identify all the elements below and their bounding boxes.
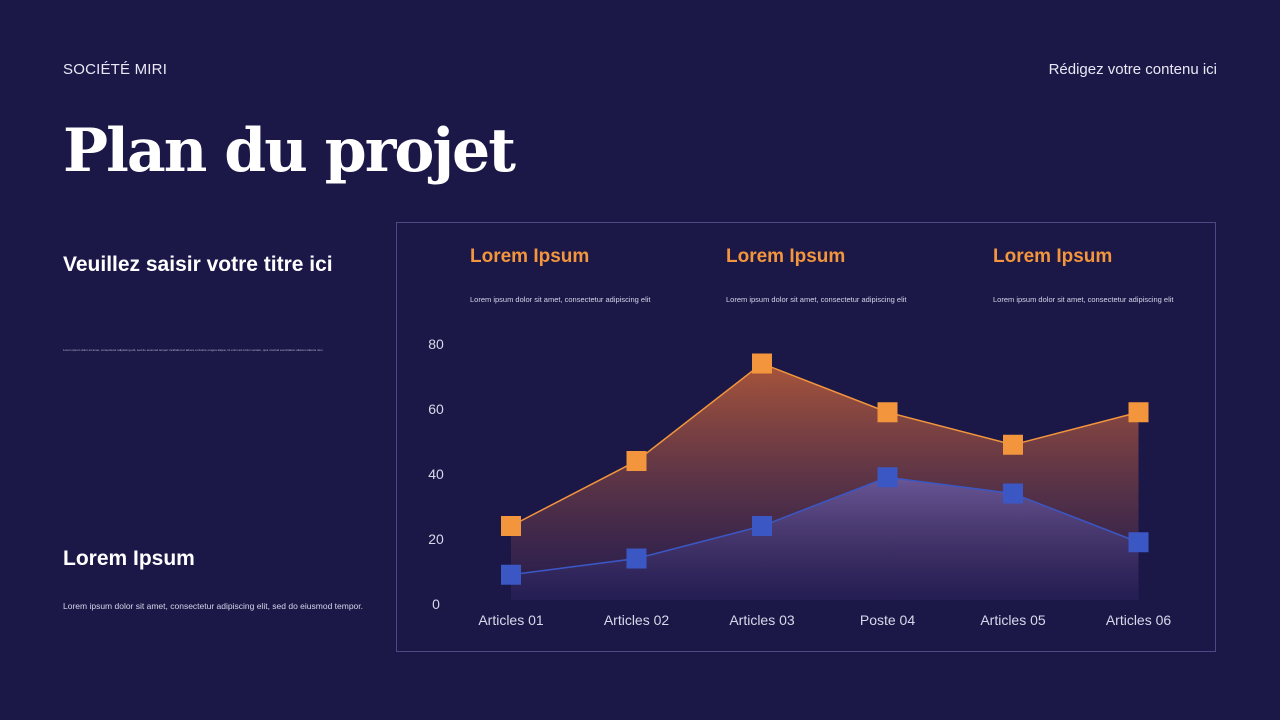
data-point-s2-2 — [626, 548, 647, 569]
section-body: Lorem ipsum dolor sit amet, consectetur … — [63, 601, 364, 611]
body-text-small: Lorem ipsum dolor sit amet, consectetur … — [63, 348, 323, 352]
data-point-s2-6 — [1128, 532, 1149, 553]
data-point-s2-5 — [1003, 483, 1023, 504]
y-tick-label: 40 — [428, 466, 444, 482]
data-point-s1-3 — [752, 353, 772, 374]
data-point-s2-1 — [501, 564, 521, 585]
data-point-s2-4 — [877, 467, 898, 488]
subtitle: Veuillez saisir votre titre ici — [63, 253, 333, 276]
x-tick-label: Articles 06 — [1106, 612, 1172, 628]
data-point-s1-4 — [877, 402, 898, 423]
x-tick-label: Articles 01 — [478, 612, 544, 628]
data-point-s1-2 — [626, 451, 647, 471]
page-title: Plan du projet — [63, 116, 516, 186]
y-tick-label: 0 — [432, 596, 440, 612]
data-point-s2-3 — [752, 516, 772, 536]
chart-panel: Lorem Ipsum Lorem ipsum dolor sit amet, … — [396, 222, 1216, 652]
panel-header-title-3: Lorem Ipsum — [993, 246, 1113, 267]
panel-header-title-1: Lorem Ipsum — [470, 246, 590, 267]
data-point-s1-6 — [1128, 402, 1149, 423]
y-tick-label: 80 — [428, 336, 444, 352]
y-tick-label: 20 — [428, 531, 444, 547]
series-line-1 — [510, 362, 1139, 527]
panel-header-title-2: Lorem Ipsum — [726, 246, 846, 267]
data-point-s1-5 — [1003, 434, 1023, 455]
series-line-2 — [510, 476, 1139, 576]
area-chart: 0 20 40 60 80 Articles 01 Articles 02 Articles… — [428, 336, 1172, 628]
panel-header-text-2: Lorem ipsum dolor sit amet, consectetur … — [726, 295, 907, 304]
data-point-s1-1 — [501, 516, 521, 536]
x-tick-label: Poste 04 — [860, 612, 915, 628]
x-tick-label: Articles 03 — [729, 612, 795, 628]
header-note: Rédigez votre contenu ici — [1048, 61, 1217, 78]
y-tick-label: 60 — [428, 401, 444, 417]
section-heading: Lorem Ipsum — [63, 547, 195, 570]
x-tick-label: Articles 05 — [980, 612, 1046, 628]
panel-header-text-3: Lorem ipsum dolor sit amet, consectetur … — [993, 295, 1174, 304]
panel-header-text-1: Lorem ipsum dolor sit amet, consectetur … — [470, 295, 651, 304]
series-area-2 — [511, 477, 1139, 600]
x-tick-label: Articles 02 — [604, 612, 670, 628]
company-name: SOCIÉTÉ MIRI — [63, 61, 168, 78]
